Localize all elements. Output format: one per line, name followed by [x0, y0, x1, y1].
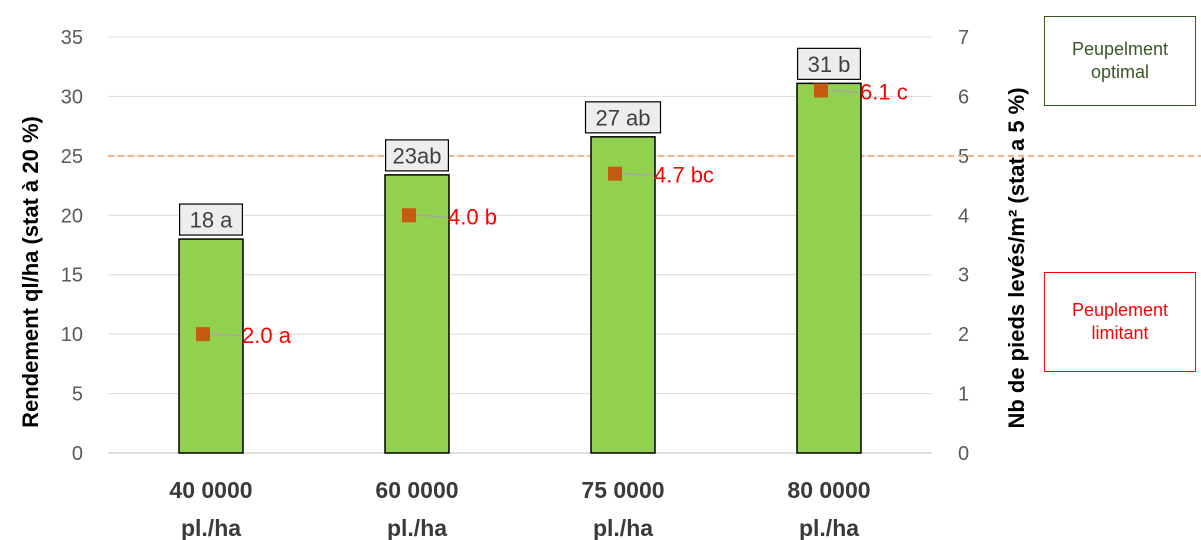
y2-axis-title: Nb de pieds levés/m² (stat a 5 %) — [1004, 87, 1029, 428]
bar-data-label-3: 31 b — [808, 52, 851, 77]
y2-tick-label-4: 4 — [958, 205, 969, 227]
category-label-1-line-1: 60 0000 — [375, 477, 458, 503]
point-2 — [608, 166, 622, 181]
point-data-label-3: 6.1 c — [860, 79, 908, 104]
y2-tick-label-7: 7 — [958, 27, 969, 49]
y-tick-label-25: 25 — [61, 146, 83, 168]
category-label-1-line-2: pl./ha — [387, 515, 447, 540]
category-label-0-line-1: 40 0000 — [169, 477, 252, 503]
y-tick-label-20: 20 — [61, 205, 83, 227]
y2-tick-label-0: 0 — [958, 443, 969, 465]
y-tick-label-30: 30 — [61, 86, 83, 108]
annotation-limitant: Peuplement limitant — [1044, 272, 1196, 372]
annotation-optimal-line1: Peupelment — [1071, 38, 1169, 59]
point-data-label-2: 4.7 bc — [654, 163, 714, 188]
y2-tick-label-6: 6 — [958, 86, 969, 108]
point-leader-3 — [827, 89, 858, 93]
point-leader-0 — [209, 333, 240, 337]
point-data-label-1: 4.0 b — [448, 204, 497, 229]
bar-data-label-0: 18 a — [190, 208, 234, 233]
point-data-label-0: 2.0 a — [242, 323, 292, 348]
category-label-2-line-2: pl./ha — [593, 515, 653, 540]
bar-series — [178, 82, 862, 454]
bar-data-label-2: 27 ab — [595, 105, 650, 130]
point-series: 2.0 a 4.0 b 4.7 bc 6.1 c — [196, 79, 908, 348]
annotation-optimal-line2: optimal — [1090, 62, 1149, 82]
bar-3 — [796, 82, 862, 454]
category-label-2-line-1: 75 0000 — [581, 477, 664, 503]
y2-tick-label-3: 3 — [958, 265, 969, 287]
category-label-3-line-2: pl./ha — [799, 515, 859, 540]
bar-1 — [384, 174, 450, 454]
category-labels: 40 0000 pl./ha 60 0000 pl./ha 75 0000 pl./ha 8… — [169, 477, 870, 540]
y2-tick-label-2: 2 — [958, 324, 969, 346]
point-3 — [814, 83, 828, 98]
bar-label-box-0 — [179, 203, 244, 236]
right-axis-ticks: 01234567 — [958, 27, 969, 465]
point-leader-2 — [621, 172, 652, 176]
left-axis-ticks: 0 5 10 15 20 25 30 35 — [61, 27, 83, 465]
annotation-optimal: Peupelment optimal — [1044, 16, 1196, 106]
bar-data-label-1: 23ab — [393, 143, 442, 168]
y-axis-title: Rendement ql/ha (stat à 20 %) — [18, 116, 43, 428]
bar-label-box-3 — [796, 47, 861, 80]
bar-2 — [590, 136, 656, 454]
y-tick-label-15: 15 — [61, 265, 83, 287]
point-1 — [402, 208, 416, 223]
annotation-limitant-line1: Peuplement — [1071, 299, 1169, 320]
bar-label-box-2 — [584, 101, 662, 134]
bar-data-labels: 18 a 23ab 27 ab 31 b — [179, 47, 861, 236]
bar-label-box-1 — [385, 139, 450, 172]
category-label-0-line-2: pl./ha — [181, 515, 241, 540]
annotation-limitant-line2: limitant — [1091, 323, 1149, 343]
point-0 — [196, 327, 210, 342]
bar-0 — [178, 238, 244, 454]
point-leader-1 — [415, 214, 446, 218]
y-tick-label-5: 5 — [72, 384, 83, 406]
y-tick-label-0: 0 — [72, 443, 83, 465]
category-label-3-line-1: 80 0000 — [787, 477, 870, 503]
y-tick-label-10: 10 — [61, 324, 83, 346]
y-tick-label-35: 35 — [61, 27, 83, 49]
y2-tick-label-1: 1 — [958, 384, 969, 406]
